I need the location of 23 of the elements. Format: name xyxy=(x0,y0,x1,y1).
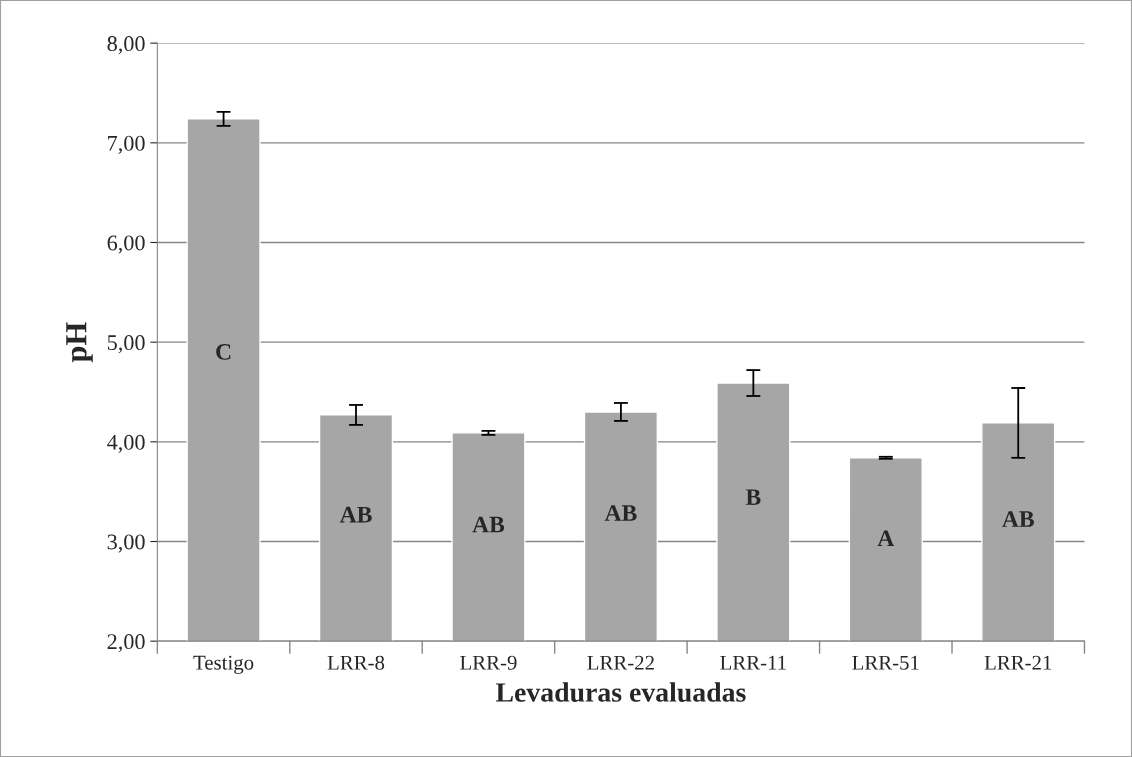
x-tick-label: LRR-9 xyxy=(460,655,517,670)
annotation: C xyxy=(216,343,231,360)
x-tick-label: LRR-51 xyxy=(852,655,919,670)
annotation: AB xyxy=(472,516,505,533)
y-tick-label: 3,00 xyxy=(107,534,145,553)
y-tick-label: 7,00 xyxy=(108,135,145,154)
annotation: AB xyxy=(604,505,637,521)
x-tick-label: Testigo xyxy=(193,655,254,674)
annotation: AB xyxy=(339,506,372,523)
y-axis-title: pH xyxy=(66,322,93,363)
y-tick-label: 4,00 xyxy=(107,434,145,453)
y-tick-label: 8,00 xyxy=(107,36,145,55)
y-tick-label: 2,00 xyxy=(107,634,145,653)
x-axis-title: Levaduras evaluadas xyxy=(495,682,746,702)
annotation: A xyxy=(877,530,895,546)
y-tick-label: 5,00 xyxy=(107,335,145,354)
x-tick-label: LRR-22 xyxy=(587,655,654,670)
y-tick-label: 6,00 xyxy=(107,235,145,254)
x-tick-label: LRR-8 xyxy=(327,655,385,670)
x-tick-label: LRR-11 xyxy=(720,655,786,670)
annotation: B xyxy=(745,489,761,505)
x-tick-label: LRR-21 xyxy=(984,655,1052,670)
annotation: AB xyxy=(1002,511,1034,527)
